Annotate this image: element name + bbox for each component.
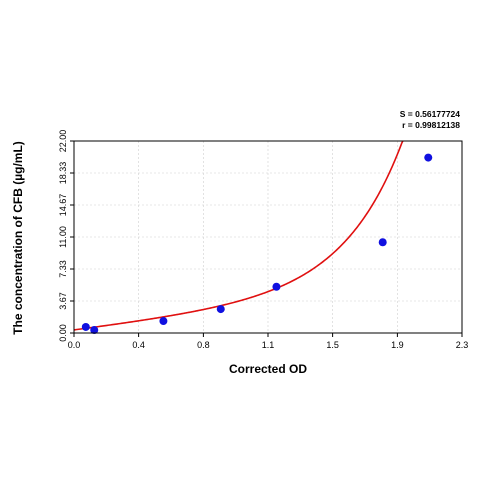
- data-point: [424, 153, 433, 162]
- x-axis-ticks: 0.0 0.4 0.8 1.1 1.5 1.9 2.3: [68, 333, 469, 350]
- y-tick-label: 3.67: [58, 292, 68, 310]
- y-axis-title: The concentration of CFB (µg/mL): [11, 141, 25, 335]
- x-tick-label: 1.9: [391, 340, 404, 350]
- fit-curve: [73, 140, 404, 331]
- fit-curve-layer: [73, 140, 404, 331]
- stat-r-value: r = 0.99812138: [402, 120, 460, 130]
- y-tick-label: 11.00: [58, 226, 68, 248]
- x-tick-label: 0.0: [68, 340, 81, 350]
- x-tick-label: 2.3: [456, 340, 469, 350]
- y-tick-label: 22.00: [58, 130, 68, 153]
- y-tick-label: 14.67: [58, 194, 68, 217]
- grid-lines: [74, 141, 462, 333]
- y-tick-label: 18.33: [58, 162, 68, 185]
- data-point: [159, 317, 168, 326]
- data-point: [272, 282, 281, 291]
- data-point: [90, 326, 99, 335]
- x-tick-label: 1.5: [326, 340, 339, 350]
- data-point: [81, 322, 90, 331]
- x-tick-label: 1.1: [262, 340, 275, 350]
- data-point: [216, 305, 225, 314]
- data-point: [378, 238, 387, 247]
- stat-s-value: S = 0.56177724: [400, 109, 461, 119]
- x-tick-label: 0.4: [132, 340, 145, 350]
- y-tick-label: 7.33: [58, 260, 68, 278]
- x-axis-title: Corrected OD: [229, 362, 307, 376]
- y-axis-ticks: 0.00 3.67 7.33 11.00 14.67 18.33 22.00: [58, 130, 74, 342]
- data-points: [81, 153, 433, 335]
- x-tick-label: 0.8: [197, 340, 210, 350]
- y-tick-label: 0.00: [58, 324, 68, 342]
